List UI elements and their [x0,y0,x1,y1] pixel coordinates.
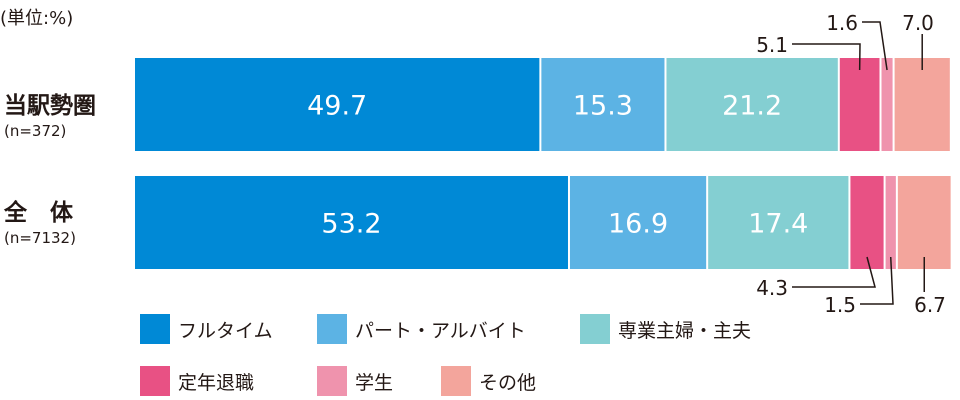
legend-label-homemaker: 専業主婦・主夫 [618,319,752,342]
unit-label: (単位:%) [0,8,74,29]
row-label-station-area: 当駅勢圏 [4,93,96,119]
row-sample-size-station-area: (n=372) [4,122,67,140]
leader-line-overall-retired [792,256,876,288]
bar-overall-full-time [135,176,568,269]
leader-line-station-area-student [862,21,888,71]
data-label-station-area-part-time: 15.3 [573,91,633,122]
legend-swatch-part-time [317,314,347,344]
bar-overall-student [885,176,896,269]
legend-item-homemaker: 専業主婦・主夫 [580,314,751,344]
legend-item-retired: 定年退職 [140,366,254,396]
data-label-station-area-retired: 5.1 [756,33,788,57]
legend-item-other: その他 [441,366,536,396]
bar-station-area-full-time [135,58,540,151]
legend-swatch-other [441,366,471,396]
bar-station-area-student [881,58,893,151]
legend-swatch-full-time [140,314,170,344]
data-label-station-area-homemaker: 21.2 [722,91,782,122]
legend-label-student: 学生 [355,371,394,394]
row-sample-size-overall: (n=7132) [4,229,76,247]
bar-overall-part-time [569,176,707,269]
legend-label-part-time: パート・アルバイト [355,319,526,342]
data-label-station-area-other: 7.0 [902,11,934,35]
data-label-station-area-student: 1.6 [826,11,858,35]
bar-station-area-homemaker [666,58,838,151]
legend-swatch-homemaker [580,314,610,344]
bar-overall-other [897,176,951,269]
legend-label-full-time: フルタイム [178,319,273,342]
data-label-overall-part-time: 16.9 [608,209,668,240]
bar-station-area-part-time [541,58,665,151]
data-label-station-area-full-time: 49.7 [307,91,367,122]
data-label-overall-student: 1.5 [824,293,856,317]
bar-overall-homemaker [708,176,849,269]
legend-item-student: 学生 [317,366,393,396]
data-label-overall-homemaker: 17.4 [748,209,808,240]
legend-label-retired: 定年退職 [178,371,255,394]
data-label-overall-retired: 4.3 [756,276,788,300]
legend-label-other: その他 [479,371,537,394]
bar-station-area-retired [839,58,880,151]
bar-station-area-other [894,58,950,151]
bar-overall-retired [850,176,884,269]
legend-item-full-time: フルタイム [140,314,273,344]
leader-line-overall-student [860,256,894,305]
data-label-overall-other: 6.7 [914,293,946,317]
legend-swatch-retired [140,366,170,396]
legend-swatch-student [317,366,347,396]
legend-item-part-time: パート・アルバイト [317,314,526,344]
data-label-overall-full-time: 53.2 [321,209,381,240]
leader-line-station-area-retired [792,43,861,71]
row-label-overall: 全 体 [4,200,73,226]
